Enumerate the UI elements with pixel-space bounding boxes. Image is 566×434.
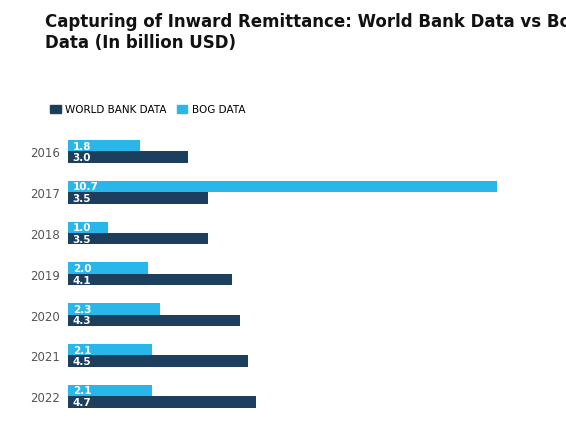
Bar [68, 315, 241, 326]
Text: 1.0: 1.0 [72, 223, 91, 233]
Bar [68, 263, 148, 274]
Text: 4.7: 4.7 [72, 397, 92, 407]
Bar [68, 274, 232, 286]
Text: 2.1: 2.1 [72, 385, 91, 395]
Bar [68, 141, 140, 152]
Bar [68, 222, 108, 233]
Bar [68, 396, 256, 408]
Text: 1.8: 1.8 [72, 141, 91, 151]
Text: 3.5: 3.5 [72, 194, 91, 204]
Bar [68, 385, 152, 396]
Text: 4.5: 4.5 [72, 356, 91, 366]
Text: 10.7: 10.7 [72, 182, 98, 192]
Text: 4.3: 4.3 [72, 316, 91, 326]
Text: 2.1: 2.1 [72, 345, 91, 355]
Bar [68, 233, 208, 245]
Bar [68, 181, 497, 193]
Bar [68, 355, 248, 367]
Bar [68, 344, 152, 355]
Legend: WORLD BANK DATA, BOG DATA: WORLD BANK DATA, BOG DATA [50, 105, 245, 115]
Text: 3.5: 3.5 [72, 234, 91, 244]
Bar [68, 152, 188, 164]
Text: 4.1: 4.1 [72, 275, 91, 285]
Bar [68, 303, 160, 315]
Text: 2.3: 2.3 [72, 304, 91, 314]
Text: Capturing of Inward Remittance: World Bank Data vs BoG
Data (In billion USD): Capturing of Inward Remittance: World Ba… [45, 13, 566, 52]
Bar [68, 193, 208, 204]
Text: 3.0: 3.0 [72, 153, 91, 163]
Text: 2.0: 2.0 [72, 263, 91, 273]
